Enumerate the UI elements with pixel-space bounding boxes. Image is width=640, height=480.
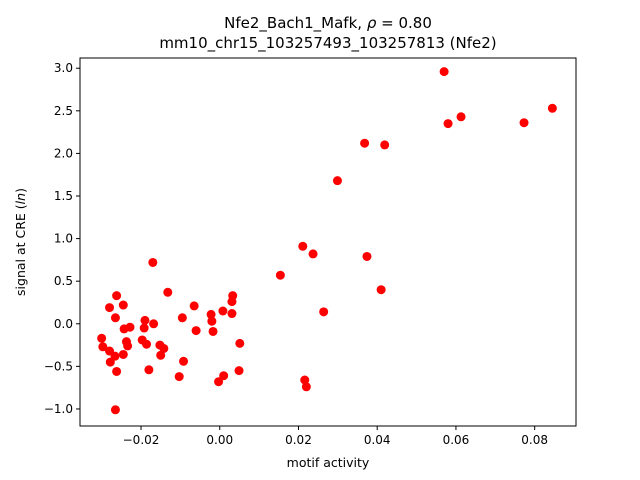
y-tick-label: −0.5 <box>44 359 73 373</box>
data-point <box>118 349 128 359</box>
data-point <box>300 375 310 385</box>
data-point <box>98 342 108 352</box>
data-point <box>376 285 386 295</box>
data-point <box>235 338 245 348</box>
data-point <box>125 322 135 332</box>
data-point <box>332 176 342 186</box>
data-point <box>97 333 107 343</box>
data-point <box>308 249 318 259</box>
data-point <box>105 303 115 313</box>
data-point <box>360 138 370 148</box>
data-point <box>207 316 217 326</box>
data-point <box>380 140 390 150</box>
data-point <box>139 323 149 333</box>
x-tick-label: 0.02 <box>285 433 312 447</box>
data-point <box>112 291 122 301</box>
data-point <box>118 300 128 310</box>
data-point <box>179 356 189 366</box>
data-point <box>140 315 150 325</box>
data-point <box>148 257 158 267</box>
x-tick-label: 0.00 <box>206 433 233 447</box>
data-point <box>156 350 166 360</box>
plot-frame <box>79 57 577 427</box>
data-point <box>159 343 169 353</box>
y-tick-label: 1.5 <box>54 189 73 203</box>
data-point <box>234 366 244 376</box>
data-point <box>105 357 115 367</box>
x-tick-label: 0.04 <box>364 433 391 447</box>
data-point <box>547 103 557 113</box>
data-point <box>443 119 453 129</box>
y-tick-label: 0.5 <box>54 274 73 288</box>
x-axis-label: motif activity <box>287 455 370 470</box>
data-point <box>123 341 133 351</box>
y-tick-label: −1.0 <box>44 402 73 416</box>
data-point <box>208 326 218 336</box>
x-tick-label: 0.08 <box>521 433 548 447</box>
data-point <box>227 309 237 319</box>
data-point <box>519 118 529 128</box>
y-tick-label: 2.0 <box>54 146 73 160</box>
chart-title-line-2: mm10_chr15_103257493_103257813 (Nfe2) <box>159 34 496 53</box>
data-point <box>275 270 285 280</box>
data-point <box>112 366 122 376</box>
data-point <box>149 319 159 329</box>
data-point <box>362 251 372 261</box>
y-tick-label: 1.0 <box>54 232 73 246</box>
data-point <box>189 301 199 311</box>
x-tick-label: −0.02 <box>123 433 160 447</box>
data-point <box>301 382 311 392</box>
data-point <box>144 365 154 375</box>
data-point <box>163 287 173 297</box>
data-point <box>174 372 184 382</box>
data-point <box>110 405 120 415</box>
x-tick-label: 0.06 <box>443 433 470 447</box>
chart-title-line-1: Nfe2_Bach1_Mafk, ρ = 0.80 <box>224 14 432 33</box>
data-points <box>97 67 557 415</box>
y-tick-label: 0.0 <box>54 317 73 331</box>
data-point <box>456 112 466 122</box>
y-axis-label: signal at CRE (ln) <box>13 188 28 296</box>
y-tick-label: 2.5 <box>54 104 73 118</box>
data-point <box>219 371 229 381</box>
data-point <box>142 339 152 349</box>
data-point <box>214 377 224 387</box>
data-point <box>110 313 120 323</box>
data-point <box>218 306 228 316</box>
data-point <box>206 309 216 319</box>
data-point <box>228 291 238 301</box>
y-axis-ticks: −1.0 −0.5 0.0 0.5 1.0 1.5 2.0 2.5 3.0 <box>44 61 80 416</box>
data-point <box>439 67 449 77</box>
data-point <box>177 313 187 323</box>
y-tick-label: 3.0 <box>54 61 73 75</box>
x-axis-ticks: −0.02 0.00 0.02 0.04 0.06 0.08 <box>123 426 548 447</box>
data-point <box>298 241 308 251</box>
data-point <box>191 326 201 336</box>
data-point <box>319 307 329 317</box>
